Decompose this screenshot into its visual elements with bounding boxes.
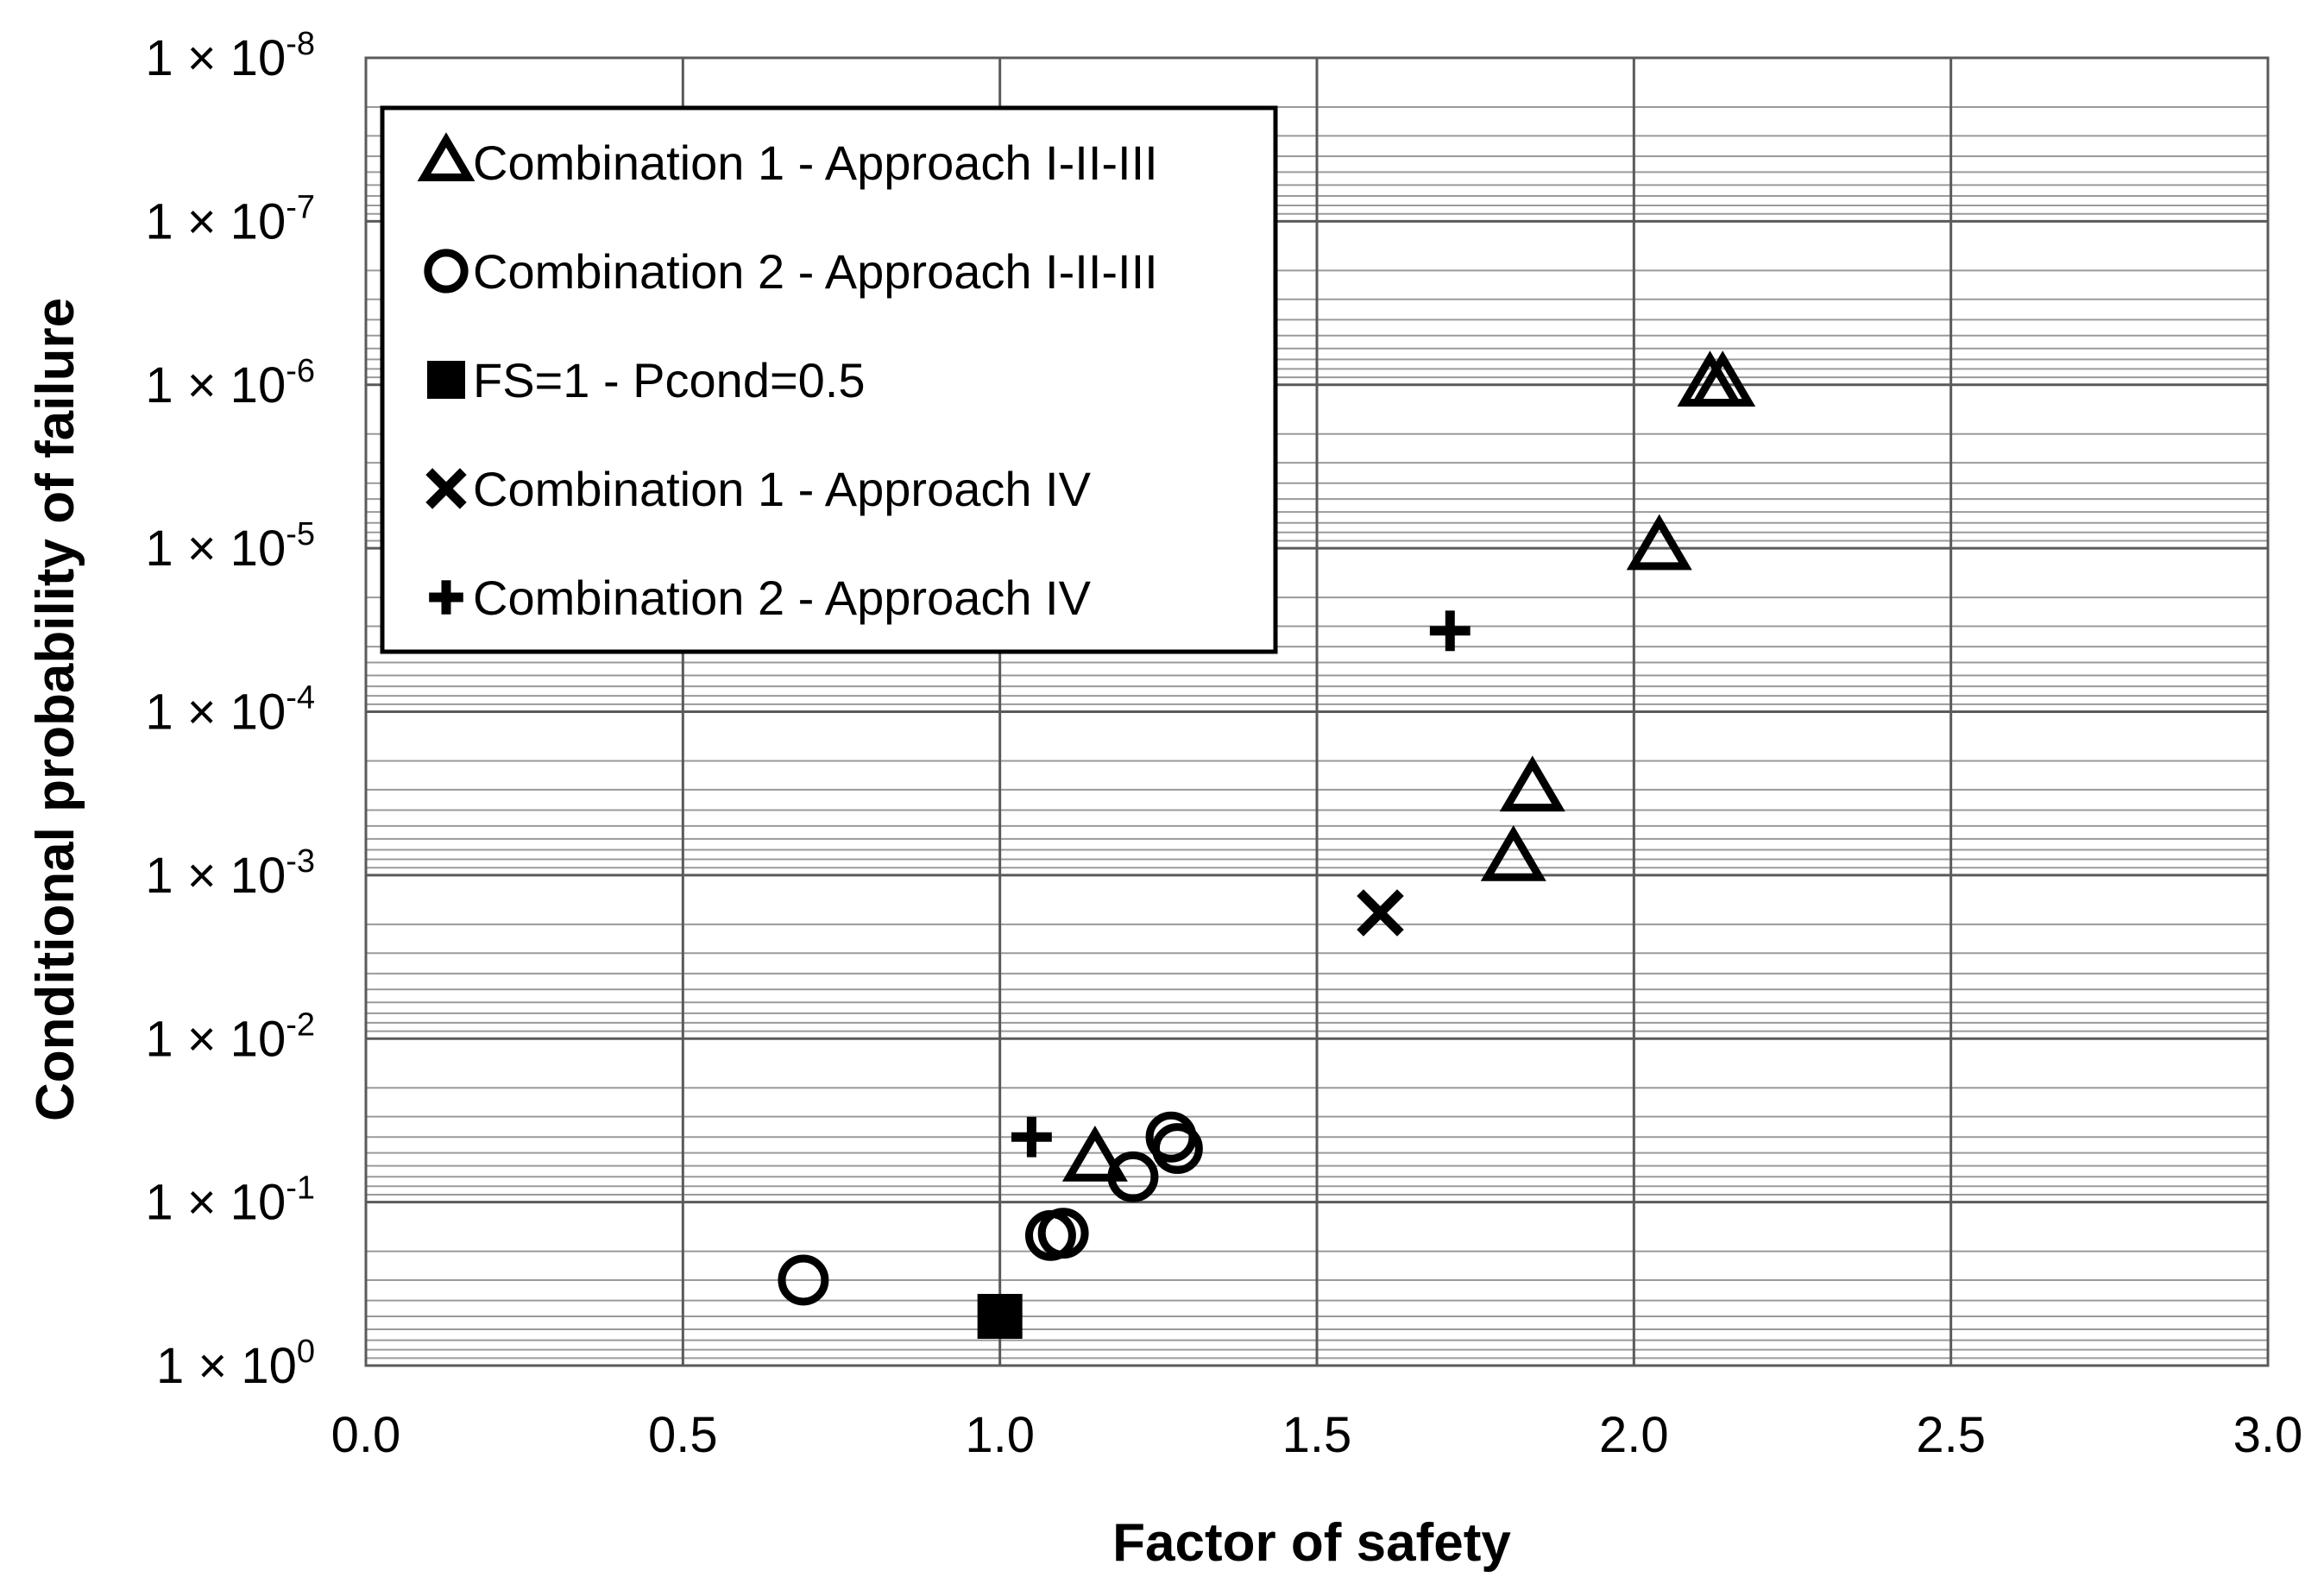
y-axis-title: Conditional probability of failure: [26, 298, 85, 1121]
legend: Combination 1 - Approach I-II-III Combina…: [380, 105, 1278, 654]
legend-marker-circle-open: [424, 249, 469, 293]
data-point-triangle-open: [1061, 1125, 1128, 1182]
y-tick-label: 1 × 10-7: [145, 189, 315, 249]
x-tick-label: 1.0: [965, 1407, 1035, 1463]
x-tick-label: 2.5: [1916, 1407, 1986, 1463]
legend-marker-triangle-open: [417, 132, 476, 182]
legend-label: Combination 2 - Approach IV: [473, 571, 1092, 625]
y-tick-label: 1 × 10-8: [145, 26, 315, 86]
x-marker-stroke: [1357, 889, 1404, 937]
y-tick-label: 1 × 10-2: [145, 1006, 315, 1067]
plot-area-border: [364, 56, 2270, 1367]
legend-label: Combination 1 - Approach I-II-III: [473, 136, 1158, 190]
legend-marker-plus: [429, 580, 463, 615]
y-tick-label: 1 × 10-4: [145, 680, 315, 741]
legend-box: [380, 105, 1278, 654]
series-4: [1357, 889, 1404, 937]
data-point-x: [1357, 889, 1404, 937]
data-point-triangle-open: [1626, 514, 1692, 571]
x-tick-label: 0.0: [331, 1407, 401, 1463]
legend-item: FS=1 - Pcond=0.5: [427, 353, 866, 407]
legend-marker-x: [425, 468, 467, 509]
series-1: [1061, 350, 1756, 1182]
x-tick-label: 0.5: [648, 1407, 718, 1463]
x-axis-tick-labels: 0.0 0.5 1.0 1.5 2.0 2.5 3.0: [331, 1407, 2303, 1463]
legend-item: Combination 1 - Approach I-II-III: [417, 132, 1158, 190]
data-point-triangle-open: [1690, 350, 1756, 407]
data-point-plus: [1429, 610, 1471, 652]
data-points: [778, 350, 1756, 1339]
x-axis-title: Factor of safety: [1112, 1513, 1511, 1573]
data-point-triangle-open: [1480, 825, 1546, 881]
series-2: [778, 1111, 1203, 1306]
data-point-circle-open: [1151, 1123, 1203, 1174]
y-axis-tick-labels: 1 × 100 1 × 10-1 1 × 10-2 1 × 10-3 1 × 10-4 1…: [145, 26, 315, 1394]
legend-item: Combination 2 - Approach IV: [429, 571, 1092, 625]
legend-label: Combination 1 - Approach IV: [473, 462, 1092, 516]
legend-label: FS=1 - Pcond=0.5: [473, 353, 866, 407]
data-point-circle-open: [778, 1254, 829, 1306]
y-tick-label: 1 × 100: [156, 1334, 315, 1394]
x-marker-stroke: [425, 468, 467, 509]
y-tick-label: 1 × 10-1: [145, 1170, 315, 1231]
legend-item: Combination 1 - Approach IV: [425, 462, 1092, 516]
data-point-plus: [1011, 1116, 1052, 1158]
legend-item: Combination 2 - Approach I-II-III: [424, 244, 1158, 299]
y-tick-label: 1 × 10-5: [145, 516, 315, 577]
x-tick-label: 3.0: [2233, 1407, 2303, 1463]
data-point-triangle-open: [1499, 755, 1565, 812]
legend-label: Combination 2 - Approach I-II-III: [473, 244, 1158, 299]
y-tick-label: 1 × 10-6: [145, 353, 315, 413]
x-tick-label: 2.0: [1599, 1407, 1669, 1463]
data-point-circle-open: [1037, 1208, 1089, 1259]
data-point-square-filled: [977, 1293, 1023, 1339]
y-tick-label: 1 × 10-3: [145, 843, 315, 904]
legend-marker-square-filled: [427, 361, 465, 399]
series-3: [977, 1293, 1023, 1339]
series-5: [1011, 610, 1471, 1158]
data-point-circle-open: [1107, 1151, 1159, 1202]
x-tick-label: 1.5: [1282, 1407, 1352, 1463]
